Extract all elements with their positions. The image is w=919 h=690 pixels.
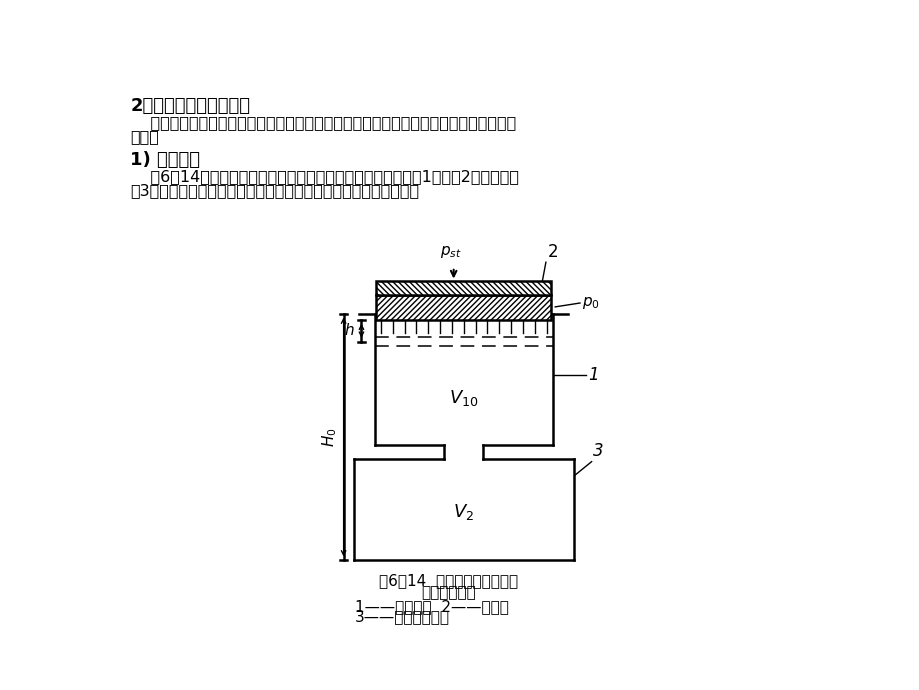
Text: 室3组成的。这种空气弹簧是利用空气的可压缩性来实现其弹性的。: 室3组成的。这种空气弹簧是利用空气的可压缩性来实现其弹性的。 — [130, 183, 419, 198]
Text: 为了便于分析和了解空气弹簧的工作特性，现以最简单的套筒式空气弹簧来说明其基本: 为了便于分析和了解空气弹簧的工作特性，现以最简单的套筒式空气弹簧来说明其基本 — [130, 115, 516, 130]
Text: 图6－14  套筒式空气弹簧的工: 图6－14 套筒式空气弹簧的工 — [379, 573, 517, 589]
Text: 1) 基本结构: 1) 基本结构 — [130, 150, 200, 168]
Text: $H_0$: $H_0$ — [320, 427, 339, 447]
Text: 2．空气弹簧的基本原理: 2．空气弹簧的基本原理 — [130, 97, 250, 115]
Bar — [376, 295, 550, 320]
Bar — [376, 282, 550, 295]
Text: 1: 1 — [587, 366, 597, 384]
Text: $V_{10}$: $V_{10}$ — [448, 388, 478, 408]
Text: $p_0$: $p_0$ — [581, 295, 599, 311]
Text: h: h — [344, 323, 354, 338]
Text: 3——附加空气室。: 3——附加空气室。 — [355, 609, 449, 624]
Text: 2: 2 — [548, 243, 558, 261]
Text: $V_2$: $V_2$ — [453, 502, 474, 522]
Text: 图6－14是套筒式空气弹簧的工作原理示意图，它是由工作缸1、活塞2和附加空气: 图6－14是套筒式空气弹簧的工作原理示意图，它是由工作缸1、活塞2和附加空气 — [130, 169, 519, 184]
Text: 原理。: 原理。 — [130, 129, 159, 144]
Bar — [376, 282, 550, 295]
Text: 1——工作缸；  2——活塞，: 1——工作缸； 2——活塞， — [355, 599, 508, 613]
Bar — [376, 295, 550, 320]
Text: $p_{st}$: $p_{st}$ — [440, 244, 461, 260]
Text: 3: 3 — [593, 442, 603, 460]
Text: 作原理示意图: 作原理示意图 — [420, 586, 475, 600]
